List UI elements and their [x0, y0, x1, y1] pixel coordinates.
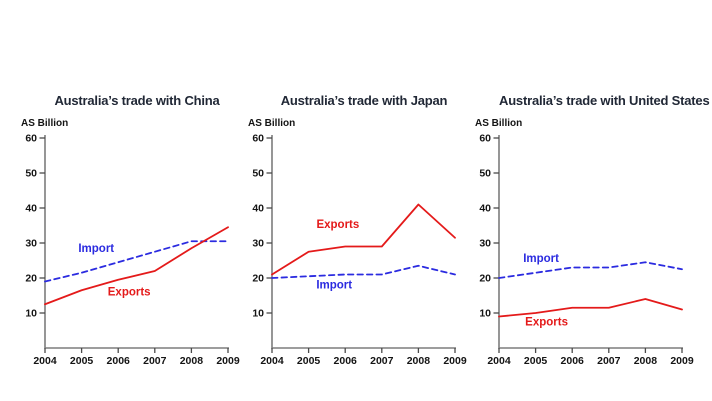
exports-series-label: Exports: [316, 219, 359, 231]
plot-area-japan: 10 20 30 40 50 60 2004 2005 2006 2007 2008 2009 Impo…: [252, 133, 467, 368]
x-tick-label: 2005: [70, 355, 94, 367]
exports-series-label: Exports: [525, 316, 568, 328]
import-line: [271, 264, 456, 279]
y-tick-label: 50: [252, 168, 264, 180]
y-tick-label: 10: [25, 308, 37, 320]
x-tick-label: 2007: [370, 355, 394, 367]
x-tick-label: 2004: [487, 355, 511, 367]
y-tick-label: 10: [252, 308, 264, 320]
y-tick-label: 30: [252, 238, 264, 250]
chart-title-japan: Australia’s trade with Japan: [280, 93, 448, 108]
y-tick-label: 40: [479, 203, 491, 215]
y-tick-label: 60: [252, 133, 264, 145]
y-tick-label: 10: [479, 308, 491, 320]
y-tick-label: 40: [25, 203, 37, 215]
y-axis-unit-label: AS Billion: [248, 118, 296, 129]
x-tick-label: 2009: [670, 355, 694, 367]
plot-area-united-states: 10 20 30 40 50 60 2004 2005 2006 2007 2008 2009 Impo…: [479, 133, 694, 368]
chart-title-china: Australia’s trade with China: [54, 93, 220, 108]
chart-china: Australia’s trade with China AS Billion …: [10, 88, 247, 393]
x-tick-label: 2009: [443, 355, 467, 367]
x-tick-label: 2006: [107, 355, 131, 367]
y-axis-unit-label: AS Billion: [21, 118, 69, 129]
axis-lines: [271, 135, 456, 349]
import-series-label: Import: [523, 253, 559, 265]
exports-line: [498, 298, 683, 318]
plot-area-china: 10 20 30 40 50 60 2004 2005 2006 2007 2008 2009 Impo…: [25, 133, 240, 368]
chart-title-united-states: Australia’s trade with United States: [499, 93, 710, 108]
x-tick-label: 2006: [334, 355, 358, 367]
x-tick-label: 2004: [33, 355, 57, 367]
y-tick-label: 20: [479, 273, 491, 285]
import-series-label: Import: [78, 243, 114, 255]
import-line: [498, 261, 683, 279]
x-tick-label: 2008: [180, 355, 204, 367]
y-tick-label: 50: [479, 168, 491, 180]
chart-japan: Australia’s trade with Japan AS Billion …: [237, 88, 474, 393]
y-tick-label: 20: [252, 273, 264, 285]
x-tick-label: 2009: [216, 355, 240, 367]
x-tick-label: 2007: [143, 355, 167, 367]
x-tick-label: 2008: [407, 355, 431, 367]
x-tick-label: 2005: [297, 355, 321, 367]
exports-line: [44, 226, 229, 306]
x-tick-label: 2006: [561, 355, 585, 367]
x-tick-label: 2008: [634, 355, 658, 367]
import-series-label: Import: [316, 280, 352, 292]
chart-united-states: Australia’s trade with United States AS …: [464, 88, 710, 393]
import-line: [44, 240, 229, 283]
x-tick-label: 2004: [260, 355, 284, 367]
y-axis-unit-label: AS Billion: [475, 118, 523, 129]
y-tick-label: 40: [252, 203, 264, 215]
y-tick-label: 30: [479, 238, 491, 250]
y-tick-label: 30: [25, 238, 37, 250]
y-tick-label: 50: [25, 168, 37, 180]
y-tick-label: 60: [479, 133, 491, 145]
y-tick-label: 60: [25, 133, 37, 145]
exports-series-label: Exports: [108, 287, 151, 299]
x-tick-label: 2005: [524, 355, 548, 367]
y-tick-label: 20: [25, 273, 37, 285]
x-tick-label: 2007: [597, 355, 621, 367]
exports-line: [271, 203, 456, 276]
